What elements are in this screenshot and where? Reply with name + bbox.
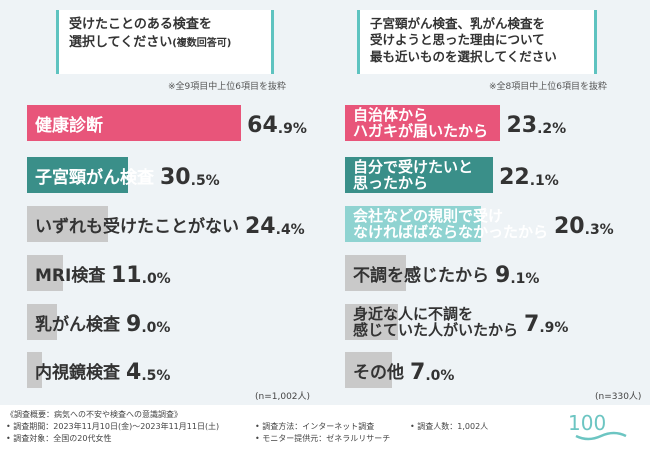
left-sample-size: (n=1,002人) [255,392,311,402]
bar [27,206,108,242]
bar-row: 身近な人に不調を 感じていた人がいたから 7.9% [345,304,645,340]
bar-value-label: 64.9% [247,113,307,138]
bar-value-label: 23.2% [506,113,567,138]
bar [345,255,406,291]
bar-row: 自分で受けたいと 思ったから 22.1% [345,157,645,193]
survey-title: 《調査概要：病気への不安や検査への意識調査》 [6,410,182,419]
bar-row: いずれも受けたことがない 24.4% [27,206,327,242]
bar-row: 自治体から ハガキが届いたから 23.2% [345,105,645,141]
bar-category-label: 健康診断 [35,115,103,136]
left-question-line2: 選択してください [69,34,173,50]
bar [27,352,42,388]
bar [27,304,57,340]
bar-row: 子宮頸がん検査 30.5% [27,157,327,193]
bar-value-label: 22.1% [499,165,559,190]
bar-category-label: 自分で受けたいと 思ったから [353,158,474,192]
right-panel: 子宮頸がん検査、乳がん検査を 受けようと思った理由について 最も近いものを選択し… [325,0,645,405]
bar [27,105,242,141]
survey-provider: • モニター提供元：ゼネラルリサーチ [255,434,391,443]
bar-value-label: 20.3% [554,214,614,239]
bar [345,157,494,193]
survey-period: • 調査期間：2023年11月10日(金)～2023年11月11日(土) [6,422,220,431]
left-question-box: 受けたことのある検査を 選択してください(複数回答可) [56,10,274,74]
brand-logo-text: 100 [568,411,606,435]
right-question-box: 子宮頸がん検査、乳がん検査を 受けようと思った理由について 最も近いものを選択し… [357,10,597,74]
survey-footer: 《調査概要：病気への不安や検査への意識調査》 • 調査期間：2023年11月10… [0,405,650,450]
bar-row: 乳がん検査 9.0% [27,304,327,340]
bar-value-label: 9.0% [126,312,171,337]
bar [345,105,501,141]
left-question-sub: (複数回答可) [172,37,232,49]
bar-category-label: 子宮頸がん検査 [35,167,154,188]
survey-count: • 調査人数：1,002人 [410,422,489,431]
left-note: ※全9項目中上位6項目を抜粋 [168,82,286,92]
bar-category-label: いずれも受けたことがない [35,216,239,237]
bar-row: MRI検査 11.0% [27,255,327,291]
bar-value-label: 9.1% [495,263,540,288]
right-question-line1: 子宮頸がん検査、乳がん検査を [370,16,546,31]
bar-row: 内視鏡検査 4.5% [27,352,327,388]
bar-value-label: 4.5% [126,360,171,385]
bar-category-label: 自治体から ハガキが届いたから [353,106,489,140]
bar-value-label: 24.4% [245,214,305,239]
bar [345,206,481,242]
survey-target: • 調査対象：全国の20代女性 [6,434,112,443]
bar-category-label: 不調を感じたから [353,265,489,286]
bar-row: 健康診断 64.9% [27,105,327,141]
bar-category-label: 内視鏡検査 [35,362,120,383]
bar-category-label: MRI検査 [35,265,106,286]
bar-value-label: 7.9% [524,312,569,337]
bar-row: 会社などの規則で受け なければばならなかったから 20.3% [345,206,645,242]
left-panel: 受けたことのある検査を 選択してください(複数回答可) ※全9項目中上位6項目を… [0,0,320,405]
bar-category-label: 身近な人に不調を 感じていた人がいたから [353,305,519,339]
bar-value-label: 11.0% [111,263,171,288]
bar-category-label: その他 [353,362,404,383]
brand-logo-wave-icon [575,431,627,441]
bar [27,255,64,291]
right-note: ※全8項目中上位6項目を抜粋 [489,82,607,92]
brand-logo: 100 [568,411,627,441]
bar-value-label: 7.0% [410,360,455,385]
bar-value-label: 30.5% [160,165,220,190]
bar-category-label: 乳がん検査 [35,314,120,335]
right-sample-size: (n=330人) [595,392,642,402]
bar-category-label: 会社などの規則で受け なければばならなかったから [353,207,549,241]
bar [345,352,392,388]
right-question-line3: 最も近いものを選択してください [370,48,557,64]
left-question-line1: 受けたことのある検査を [69,17,212,32]
bar-row: 不調を感じたから 9.1% [345,255,645,291]
bar [345,304,398,340]
bar-row: その他 7.0% [345,352,645,388]
right-question-line2: 受けようと思った理由について [370,32,545,48]
survey-method: • 調査方法：インターネット調査 [255,422,375,431]
bar [27,157,128,193]
